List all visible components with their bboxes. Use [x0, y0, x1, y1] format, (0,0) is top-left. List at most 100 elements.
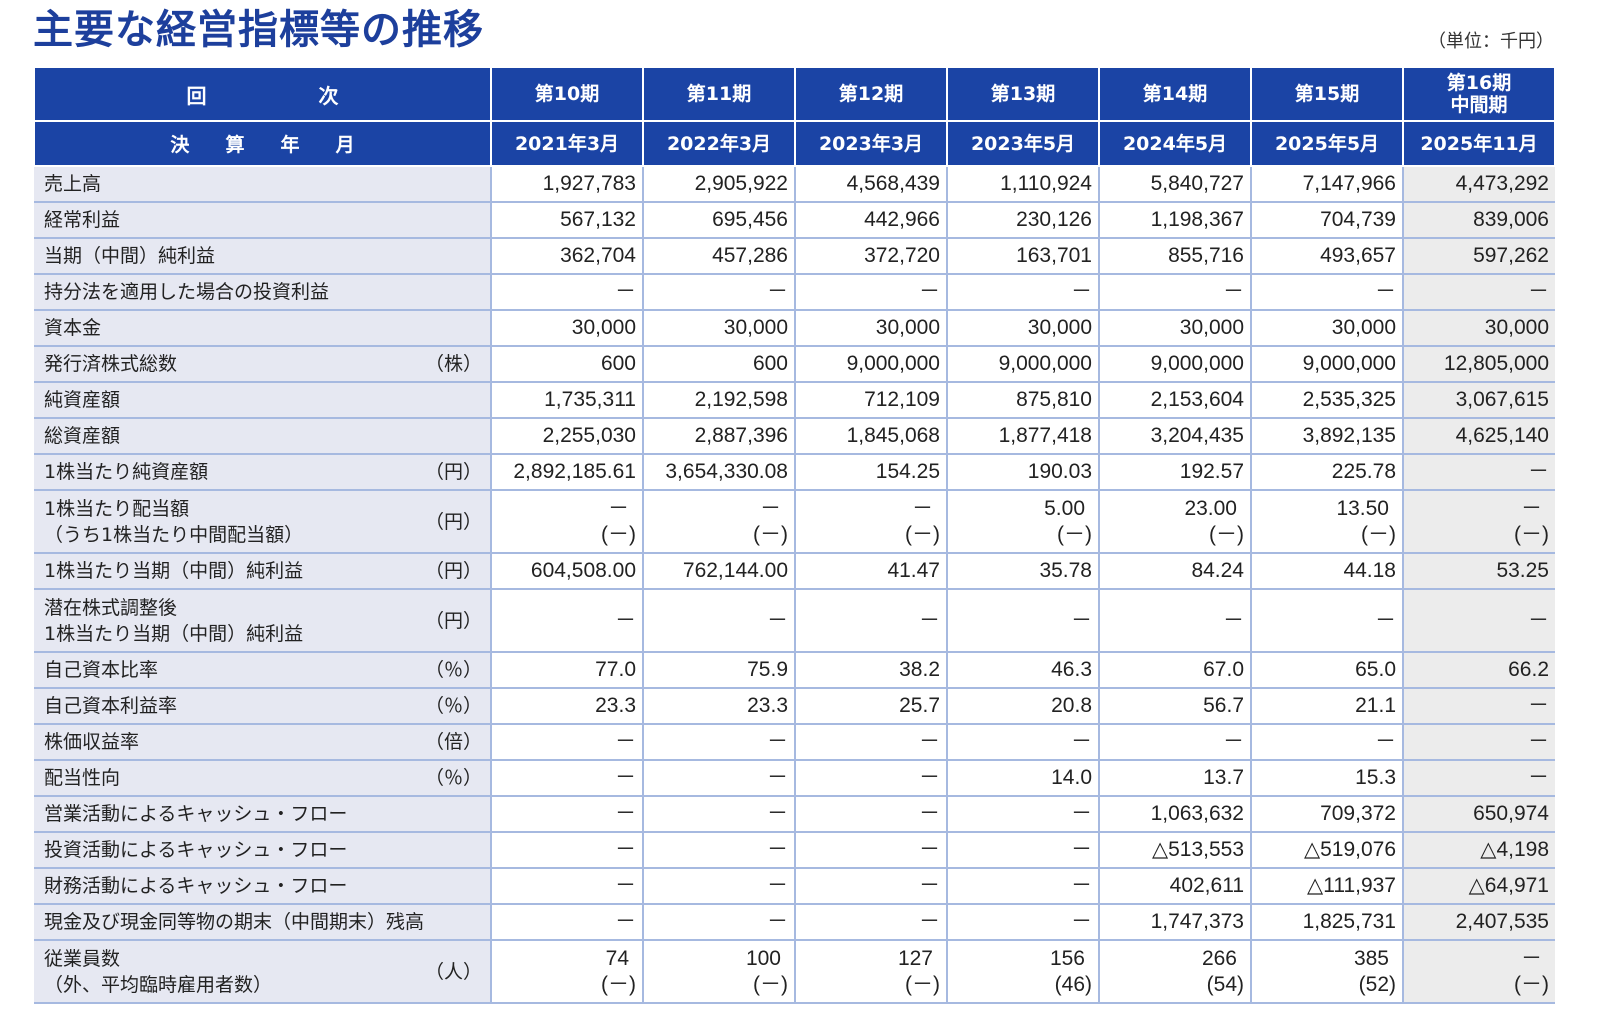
value-line: 30,000	[875, 316, 940, 339]
value-cell: 709,372	[1250, 796, 1403, 833]
value-cell: 1,198,367	[1098, 202, 1251, 239]
value-cell: 597,262	[1402, 238, 1555, 275]
value-line: (－)	[905, 522, 940, 546]
value-line: 875,810	[1016, 388, 1092, 411]
value-cell: 9,000,000	[794, 346, 947, 383]
table-row: 株価収益率 （倍） － － － － － － －	[34, 724, 1555, 761]
value-cell: 567,132	[490, 202, 643, 239]
value-cell: 30,000	[794, 310, 947, 347]
row-unit: （円）	[424, 508, 482, 535]
value-cell: 442,966	[794, 202, 947, 239]
value-line: (－)	[1514, 522, 1549, 546]
value-line: 709,372	[1320, 802, 1396, 825]
value-cell: 5,840,727	[1098, 166, 1251, 203]
value-line: －	[1521, 496, 1542, 520]
row-label: 当期（中間）純利益	[44, 245, 216, 267]
value-line: 9,000,000	[998, 352, 1092, 375]
value-line: 2,887,396	[694, 424, 788, 447]
value-line: －	[919, 280, 940, 303]
value-line: －	[767, 910, 788, 933]
value-line: 442,966	[864, 208, 940, 231]
value-line: －	[1223, 280, 1244, 303]
fiscal-month-header-cell: 2025年11月	[1402, 120, 1556, 167]
value-cell: 21.1	[1250, 688, 1403, 725]
value-cell: －	[1098, 589, 1251, 653]
value-cell: －	[490, 832, 643, 869]
row-label-cell: 自己資本比率 （％）	[34, 652, 491, 689]
value-line: －	[919, 874, 940, 897]
value-line: －	[1375, 608, 1396, 632]
header-cell-line: 2023年3月	[818, 132, 924, 155]
value-cell: △111,937	[1250, 868, 1403, 905]
value-cell: 13.7	[1098, 760, 1251, 797]
value-cell: －	[642, 832, 795, 869]
fiscal-month-header-cell: 2025年5月	[1250, 120, 1404, 167]
row-label-cell: 株価収益率 （倍）	[34, 724, 491, 761]
table-header: 回 次 第10期 第11期 第12期 第13期 第14期 第15期 第16期 中間期決 算 年 …	[33, 66, 1556, 167]
header-cell-line: 2023年5月	[970, 132, 1076, 155]
value-line: 75.9	[747, 658, 788, 681]
value-line: －	[767, 280, 788, 303]
value-cell: －	[1250, 724, 1403, 761]
value-cell: －	[794, 868, 947, 905]
value-line: △64,971	[1468, 874, 1549, 897]
header-cell-line: 第10期	[534, 83, 600, 105]
value-cell: －	[1402, 724, 1555, 761]
value-cell: －	[794, 832, 947, 869]
value-cell: 154.25	[794, 454, 947, 491]
value-line: 230,126	[1016, 208, 1092, 231]
row-label: 1株当たり当期（中間）純利益	[44, 560, 304, 582]
row-label-cell: 売上高	[34, 166, 491, 203]
value-line: 1,063,632	[1150, 802, 1244, 825]
value-line: 1,110,924	[1000, 172, 1092, 195]
value-line: 225.78	[1331, 460, 1396, 483]
value-line: －	[1375, 730, 1396, 753]
value-cell: －	[490, 868, 643, 905]
value-line: 1,747,373	[1150, 910, 1244, 933]
financial-indicators-table: 回 次 第10期 第11期 第12期 第13期 第14期 第15期 第16期 中間期決 算 年 …	[33, 66, 1556, 1004]
value-cell: 30,000	[490, 310, 643, 347]
value-line: 2,153,604	[1150, 388, 1244, 411]
row-unit: （円）	[424, 459, 482, 485]
period-header-cell: 第12期	[794, 66, 948, 122]
value-line: 66.2	[1508, 658, 1549, 681]
header-cell-line: 第13期	[990, 83, 1056, 105]
value-line: 30,000	[1027, 316, 1092, 339]
value-line: －	[767, 730, 788, 753]
period-header-cell: 第15期	[1250, 66, 1404, 122]
value-line: －	[1071, 608, 1092, 632]
value-cell: －	[946, 904, 1099, 941]
row-label: 経常利益	[44, 209, 121, 231]
value-cell: －	[794, 904, 947, 941]
value-cell: 127 (－)	[794, 940, 947, 1004]
value-line: 704,739	[1320, 208, 1396, 231]
value-cell: －	[490, 724, 643, 761]
value-line: 23.3	[747, 694, 788, 717]
period-header-cell: 第14期	[1098, 66, 1252, 122]
header-cell-line: 第16期	[1446, 72, 1512, 94]
table-row: 売上高 1,927,783 2,905,922 4,568,439 1,110,924 5…	[34, 166, 1555, 203]
value-cell: 650,974	[1402, 796, 1555, 833]
table-row: 自己資本比率 （％） 77.0 75.9 38.2 46.3 67.0 65.0 66.2	[34, 652, 1555, 689]
row-label: （うち1株当たり中間配当額）	[44, 523, 304, 546]
value-cell: 46.3	[946, 652, 1099, 689]
value-line: (－)	[1209, 522, 1244, 546]
value-cell: 15.3	[1250, 760, 1403, 797]
value-line: 41.47	[887, 559, 940, 582]
row-label-cell: 経常利益	[34, 202, 491, 239]
value-line: 12,805,000	[1443, 352, 1549, 375]
value-line: (－)	[601, 972, 636, 996]
value-cell: －	[490, 904, 643, 941]
value-cell: △64,971	[1402, 868, 1555, 905]
value-cell: 9,000,000	[1098, 346, 1251, 383]
value-line: 65.0	[1355, 658, 1396, 681]
value-line: 1,845,068	[846, 424, 940, 447]
header-label-period: 回 次	[33, 66, 492, 122]
value-line: 2,905,922	[694, 172, 788, 195]
value-cell: △513,553	[1098, 832, 1251, 869]
value-line: △519,076	[1303, 838, 1396, 861]
row-label: 持分法を適用した場合の投資利益	[44, 281, 330, 303]
value-cell: △4,198	[1402, 832, 1555, 869]
value-line: －	[615, 730, 636, 753]
value-cell: 190.03	[946, 454, 1099, 491]
